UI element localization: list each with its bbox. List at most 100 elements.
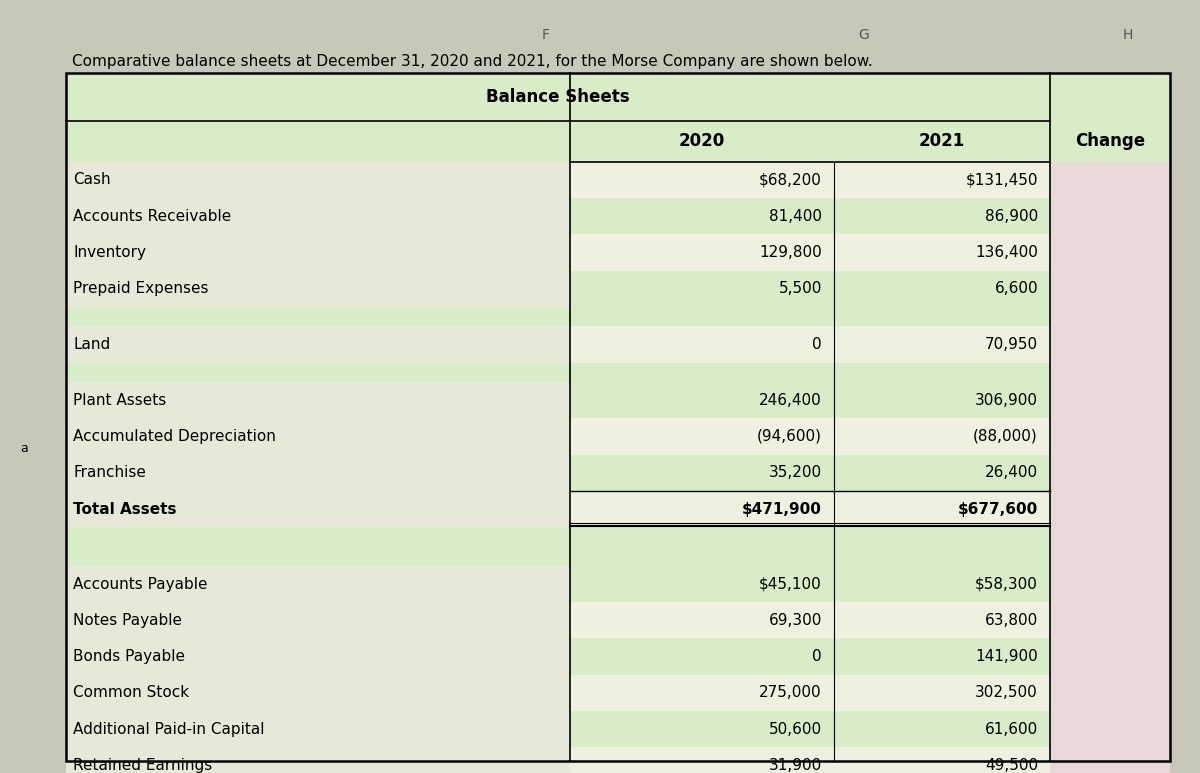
Text: 50,600: 50,600 — [769, 722, 822, 737]
Text: Cash: Cash — [73, 172, 110, 187]
Text: 2021: 2021 — [919, 132, 965, 151]
Bar — [570, 566, 1050, 602]
Text: Common Stock: Common Stock — [73, 686, 190, 700]
Bar — [1050, 198, 1170, 234]
Bar — [1050, 307, 1170, 326]
Text: G: G — [859, 28, 869, 42]
Bar — [1050, 711, 1170, 747]
Bar — [570, 638, 1050, 675]
Text: 306,900: 306,900 — [974, 393, 1038, 407]
Text: 0: 0 — [812, 649, 822, 664]
Bar — [66, 675, 570, 711]
Bar — [1050, 363, 1170, 382]
Text: H: H — [1123, 28, 1133, 42]
Text: a: a — [20, 442, 28, 455]
Bar — [66, 602, 570, 638]
Bar — [570, 271, 1050, 307]
Text: 302,500: 302,500 — [976, 686, 1038, 700]
Bar — [570, 418, 1050, 455]
Text: Prepaid Expenses: Prepaid Expenses — [73, 281, 209, 296]
Bar — [66, 455, 570, 491]
Bar — [1050, 418, 1170, 455]
Text: 129,800: 129,800 — [760, 245, 822, 260]
Text: $131,450: $131,450 — [966, 172, 1038, 187]
Text: 61,600: 61,600 — [985, 722, 1038, 737]
Bar — [570, 455, 1050, 491]
Bar — [66, 747, 570, 773]
Bar — [1050, 326, 1170, 363]
Bar — [570, 198, 1050, 234]
Text: 70,950: 70,950 — [985, 337, 1038, 352]
Bar — [66, 198, 570, 234]
Bar — [1050, 747, 1170, 773]
Text: Franchise: Franchise — [73, 465, 146, 480]
Bar — [1050, 547, 1170, 566]
Text: Total Assets: Total Assets — [73, 502, 176, 516]
Text: 5,500: 5,500 — [779, 281, 822, 296]
Text: Additional Paid-in Capital: Additional Paid-in Capital — [73, 722, 265, 737]
Text: F: F — [542, 28, 550, 42]
Bar — [66, 162, 570, 198]
Bar — [1050, 491, 1170, 527]
Text: Bonds Payable: Bonds Payable — [73, 649, 185, 664]
Text: 81,400: 81,400 — [769, 209, 822, 223]
Bar — [66, 271, 570, 307]
Bar — [66, 566, 570, 602]
Bar — [66, 234, 570, 271]
Bar — [570, 382, 1050, 418]
Bar — [1050, 162, 1170, 198]
Bar — [570, 747, 1050, 773]
Text: $45,100: $45,100 — [760, 577, 822, 591]
Text: 35,200: 35,200 — [769, 465, 822, 480]
Text: 49,500: 49,500 — [985, 758, 1038, 773]
Text: Comparative balance sheets at December 31, 2020 and 2021, for the Morse Company : Comparative balance sheets at December 3… — [72, 54, 872, 69]
Bar — [1050, 675, 1170, 711]
Text: 2020: 2020 — [679, 132, 725, 151]
Text: 141,900: 141,900 — [976, 649, 1038, 664]
Text: 246,400: 246,400 — [760, 393, 822, 407]
Bar — [1050, 566, 1170, 602]
Bar — [1050, 602, 1170, 638]
Bar — [1050, 382, 1170, 418]
Bar — [66, 418, 570, 455]
Text: $68,200: $68,200 — [760, 172, 822, 187]
Text: Land: Land — [73, 337, 110, 352]
Bar — [1050, 455, 1170, 491]
Bar — [66, 711, 570, 747]
Bar — [1050, 638, 1170, 675]
Text: Accounts Payable: Accounts Payable — [73, 577, 208, 591]
Bar — [570, 711, 1050, 747]
Text: (88,000): (88,000) — [973, 429, 1038, 444]
Text: Notes Payable: Notes Payable — [73, 613, 182, 628]
Text: $58,300: $58,300 — [976, 577, 1038, 591]
Text: Balance Sheets: Balance Sheets — [486, 88, 630, 107]
Text: 69,300: 69,300 — [769, 613, 822, 628]
Text: (94,600): (94,600) — [757, 429, 822, 444]
Bar — [66, 326, 570, 363]
Text: 86,900: 86,900 — [985, 209, 1038, 223]
Bar — [570, 491, 1050, 527]
Bar — [570, 602, 1050, 638]
Text: 26,400: 26,400 — [985, 465, 1038, 480]
Text: 6,600: 6,600 — [995, 281, 1038, 296]
Bar — [1050, 271, 1170, 307]
Text: 31,900: 31,900 — [769, 758, 822, 773]
Bar — [570, 234, 1050, 271]
Text: Plant Assets: Plant Assets — [73, 393, 167, 407]
Text: Accumulated Depreciation: Accumulated Depreciation — [73, 429, 276, 444]
Bar — [1050, 527, 1170, 547]
Bar — [66, 638, 570, 675]
Text: Retained Earnings: Retained Earnings — [73, 758, 212, 773]
Bar — [570, 675, 1050, 711]
Text: 0: 0 — [812, 337, 822, 352]
Bar — [1050, 234, 1170, 271]
Bar — [570, 162, 1050, 198]
Text: Inventory: Inventory — [73, 245, 146, 260]
Text: 136,400: 136,400 — [976, 245, 1038, 260]
Bar — [66, 382, 570, 418]
Text: 275,000: 275,000 — [760, 686, 822, 700]
Text: $677,600: $677,600 — [958, 502, 1038, 516]
Text: Accounts Receivable: Accounts Receivable — [73, 209, 232, 223]
Text: Change: Change — [1075, 132, 1145, 151]
Text: 63,800: 63,800 — [985, 613, 1038, 628]
